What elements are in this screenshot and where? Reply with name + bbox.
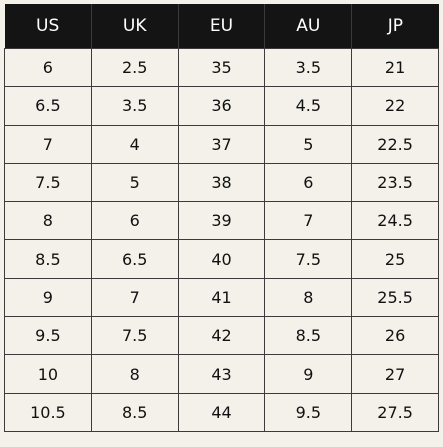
size-chart: US UK EU AU JP 6 2.5 35 3.5 21 6.5 3.5 36 4.5 22 7… (4, 4, 439, 433)
table-body: 6 2.5 35 3.5 21 6.5 3.5 36 4.5 22 7 4 37 5 22.5 7.5 5 38 6… (4, 47, 439, 433)
cell-jp: 21 (351, 47, 439, 88)
cell-eu: 40 (177, 239, 266, 279)
cell-au: 5 (264, 124, 353, 164)
cell-eu: 44 (177, 392, 266, 433)
cell-jp: 25.5 (351, 277, 439, 318)
cell-eu: 38 (177, 162, 266, 203)
cell-us: 9.5 (4, 316, 92, 356)
cell-uk: 8.5 (90, 392, 179, 433)
cell-eu: 43 (177, 354, 266, 394)
table-row: 8.5 6.5 40 7.5 25 (4, 239, 439, 279)
cell-eu: 42 (177, 316, 266, 356)
header-au: AU (264, 4, 352, 49)
header-eu: EU (177, 4, 265, 49)
cell-us: 8.5 (4, 239, 92, 279)
cell-eu: 37 (177, 124, 266, 164)
cell-uk: 3.5 (90, 86, 179, 126)
cell-us: 7.5 (4, 162, 92, 203)
table-row: 10 8 43 9 27 (4, 354, 439, 394)
cell-us: 8 (4, 201, 92, 241)
cell-eu: 41 (177, 277, 266, 318)
cell-us: 9 (4, 277, 92, 318)
cell-jp: 24.5 (351, 201, 439, 241)
cell-us: 6 (4, 47, 92, 88)
table-row: 6 2.5 35 3.5 21 (4, 47, 439, 88)
cell-us: 6.5 (4, 86, 92, 126)
cell-uk: 5 (90, 162, 179, 203)
cell-eu: 35 (177, 47, 266, 88)
cell-jp: 23.5 (351, 162, 439, 203)
cell-au: 3.5 (264, 47, 353, 88)
cell-au: 6 (264, 162, 353, 203)
table-row: 9 7 41 8 25.5 (4, 277, 439, 318)
cell-uk: 7 (90, 277, 179, 318)
table-row: 6.5 3.5 36 4.5 22 (4, 86, 439, 126)
table-row: 7 4 37 5 22.5 (4, 124, 439, 164)
cell-uk: 2.5 (90, 47, 179, 88)
cell-us: 7 (4, 124, 92, 164)
cell-au: 8 (264, 277, 353, 318)
cell-uk: 7.5 (90, 316, 179, 356)
header-jp: JP (351, 4, 439, 49)
table-row: 7.5 5 38 6 23.5 (4, 162, 439, 203)
size-conversion-table: US UK EU AU JP 6 2.5 35 3.5 21 6.5 3.5 36 4.5 22 7… (4, 4, 439, 433)
cell-jp: 27 (351, 354, 439, 394)
table-row: 8 6 39 7 24.5 (4, 201, 439, 241)
cell-jp: 27.5 (351, 392, 439, 433)
cell-au: 7.5 (264, 239, 353, 279)
header-us: US (4, 4, 92, 49)
cell-au: 9 (264, 354, 353, 394)
cell-uk: 8 (90, 354, 179, 394)
cell-uk: 4 (90, 124, 179, 164)
table-row: 9.5 7.5 42 8.5 26 (4, 316, 439, 356)
cell-au: 8.5 (264, 316, 353, 356)
cell-jp: 26 (351, 316, 439, 356)
cell-au: 9.5 (264, 392, 353, 433)
header-row: US UK EU AU JP (4, 4, 439, 49)
cell-eu: 36 (177, 86, 266, 126)
cell-au: 4.5 (264, 86, 353, 126)
table-header: US UK EU AU JP (4, 4, 439, 49)
table-row: 10.5 8.5 44 9.5 27.5 (4, 392, 439, 433)
cell-uk: 6.5 (90, 239, 179, 279)
cell-us: 10.5 (4, 392, 92, 433)
cell-jp: 25 (351, 239, 439, 279)
cell-eu: 39 (177, 201, 266, 241)
cell-jp: 22 (351, 86, 439, 126)
cell-us: 10 (4, 354, 92, 394)
cell-au: 7 (264, 201, 353, 241)
cell-uk: 6 (90, 201, 179, 241)
cell-jp: 22.5 (351, 124, 439, 164)
header-uk: UK (90, 4, 179, 49)
